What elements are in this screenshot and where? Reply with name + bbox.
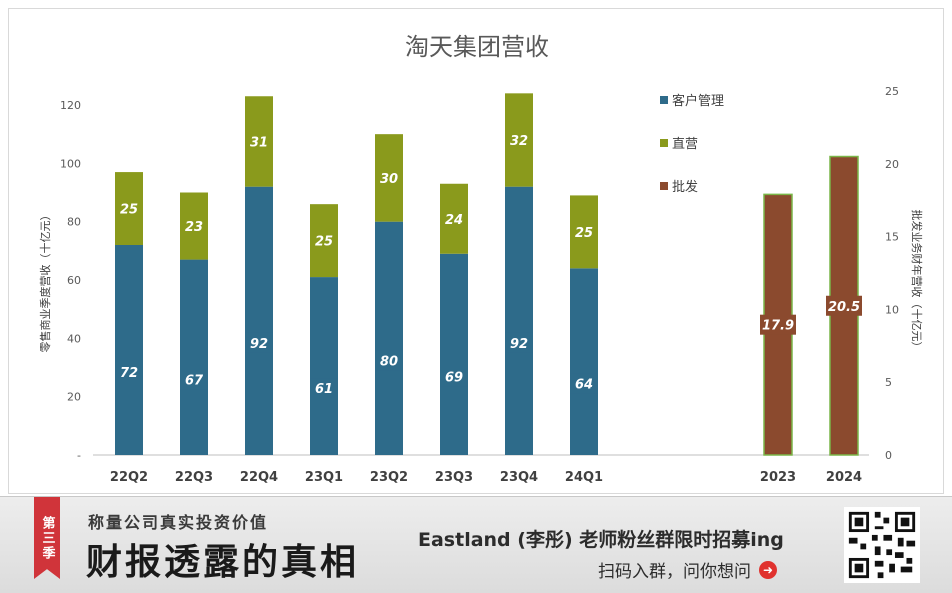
x-tick-label: 22Q4 <box>240 470 278 485</box>
scan-text: 扫码入群，问你想问 <box>598 562 751 582</box>
data-label-bg <box>245 131 273 152</box>
data-label: 31 <box>250 135 268 150</box>
data-label: 72 <box>120 366 138 381</box>
right-tick-label: 15 <box>885 231 899 244</box>
data-label-bg <box>180 216 208 237</box>
data-label-bg <box>760 314 796 335</box>
left-tick-label: 120 <box>60 99 81 112</box>
x-tick-label: 23Q4 <box>500 470 538 485</box>
legend-label: 客户管理 <box>672 93 724 109</box>
right-tick-label: 5 <box>885 376 892 389</box>
right-tick-label: 10 <box>885 303 899 316</box>
data-label: 23 <box>185 220 203 235</box>
data-label-bg <box>310 378 338 399</box>
bar-customer-mgmt-23Q3 <box>440 253 468 455</box>
data-label: 20.5 <box>828 300 860 315</box>
data-label-bg <box>375 167 403 188</box>
right-tick-label: 20 <box>885 158 899 171</box>
x-tick-label: 23Q1 <box>305 470 343 485</box>
data-label-bg <box>115 362 143 382</box>
bar-customer-mgmt-23Q2 <box>375 221 403 455</box>
data-label-bg <box>505 332 533 353</box>
data-label-bg <box>180 369 208 390</box>
data-label-bg <box>375 350 403 371</box>
bar-customer-mgmt-23Q1 <box>310 277 338 455</box>
bar-customer-mgmt-23Q4 <box>505 186 533 455</box>
season-badge: 第三季 <box>34 497 60 579</box>
qr-code-icon[interactable] <box>844 507 920 583</box>
y-axis-right-title: 批发业务财年营收（十亿元） <box>910 210 924 353</box>
data-label-bg <box>440 366 468 387</box>
left-tick-label: 60 <box>67 274 81 287</box>
main-slogan: 财报透露的真相 <box>86 541 360 583</box>
left-tick-label: 80 <box>67 216 81 229</box>
data-label: 69 <box>445 370 463 385</box>
data-label: 64 <box>575 378 593 393</box>
right-tick-label: 0 <box>885 449 892 462</box>
legend-label: 直营 <box>672 137 698 152</box>
data-label: 30 <box>380 172 398 187</box>
x-tick-label: 23Q3 <box>435 470 473 485</box>
left-tick-label: 20 <box>67 391 81 404</box>
sub-slogan: 称量公司真实投资价值 <box>88 513 269 532</box>
data-label-bg <box>115 198 143 219</box>
data-label-bg <box>505 130 533 150</box>
data-label: 25 <box>120 203 138 218</box>
arrow-right-icon[interactable]: ➜ <box>759 560 777 579</box>
data-label: 61 <box>315 382 333 397</box>
legend-swatch <box>660 182 668 190</box>
legend-swatch <box>660 96 668 104</box>
left-tick-label: - <box>77 449 81 462</box>
y-axis-left-title: 零售商业季度营收（十亿元） <box>38 210 52 353</box>
data-label-bg <box>570 221 598 242</box>
data-label: 80 <box>380 354 398 369</box>
chart: 淘天集团营收 - 20 40 60 80 100 120 0 5 10 15 20 25 零售商业季度营收… <box>38 33 924 485</box>
x-tick-label: 22Q3 <box>175 470 213 485</box>
x-tick-label: 24Q1 <box>565 470 603 485</box>
bar-customer-mgmt-22Q2 <box>115 245 143 455</box>
legend-swatch <box>660 139 668 147</box>
data-label: 67 <box>185 373 204 388</box>
data-label: 25 <box>315 235 333 250</box>
right-tick-label: 25 <box>885 85 899 98</box>
data-label-bg <box>570 373 598 394</box>
x-tick-label: 2023 <box>760 470 796 485</box>
data-label-bg <box>310 230 338 251</box>
data-label-bg <box>440 208 468 229</box>
data-label: 92 <box>510 337 528 352</box>
bar-customer-mgmt-24Q1 <box>570 268 598 455</box>
data-label: 92 <box>250 337 268 352</box>
data-label: 32 <box>510 134 528 149</box>
left-tick-label: 40 <box>67 332 81 345</box>
left-tick-label: 100 <box>60 157 81 170</box>
promo-banner: 第三季 称量公司真实投资价值 财报透露的真相 Eastland (李彤) 老师粉… <box>0 496 952 593</box>
data-label: 25 <box>575 226 593 241</box>
data-label-bg <box>245 332 273 353</box>
data-label: 24 <box>445 213 463 228</box>
x-tick-label: 23Q2 <box>370 470 408 485</box>
legend-label: 批发 <box>672 179 698 195</box>
x-tick-label: 2024 <box>826 470 862 485</box>
data-label: 17.9 <box>762 319 794 334</box>
x-tick-label: 22Q2 <box>110 470 148 485</box>
bar-customer-mgmt-22Q3 <box>180 259 208 455</box>
bar-customer-mgmt-22Q4 <box>245 186 273 455</box>
recruit-text: Eastland (李彤) 老师粉丝群限时招募ing <box>418 529 784 551</box>
chart-title: 淘天集团营收 <box>405 33 549 61</box>
data-label-bg <box>826 295 862 316</box>
chart-frame: 淘天集团营收 - 20 40 60 80 100 120 0 5 10 15 20 25 零售商业季度营收… <box>8 8 944 494</box>
scan-prompt[interactable]: 扫码入群，问你想问 ➜ <box>598 557 777 582</box>
